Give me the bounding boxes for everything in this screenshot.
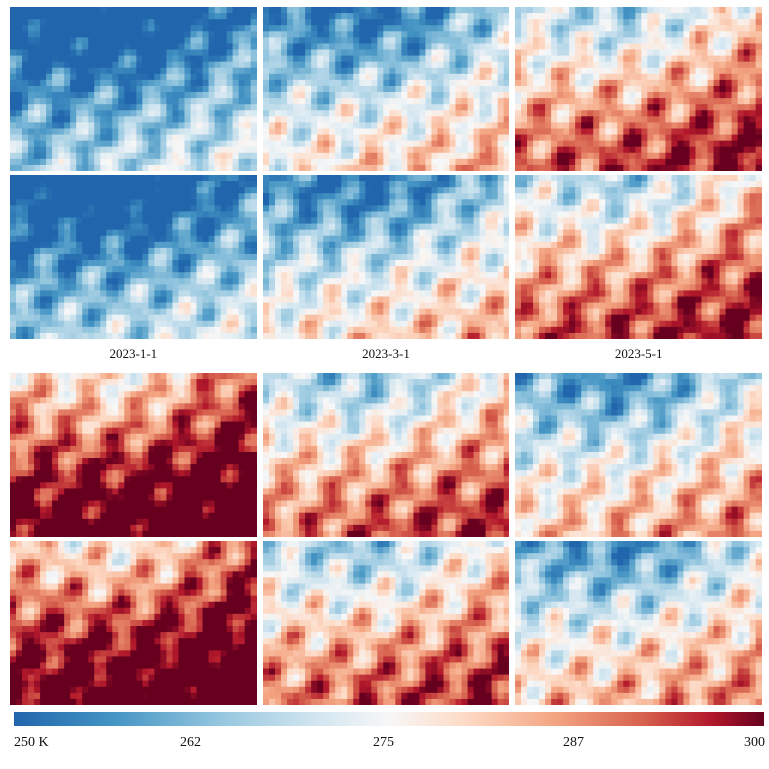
colorbar (14, 712, 764, 726)
heatmap-texture (10, 175, 257, 339)
heatmap-texture (10, 373, 257, 537)
colorbar-tick: 262 (180, 735, 201, 750)
colorbar-min-label: 250 K (14, 735, 49, 750)
heatmap-texture (262, 7, 510, 171)
date-caption: 2023-5-1 (614, 346, 663, 361)
heatmap-texture (515, 7, 763, 171)
heatmap-texture (10, 541, 257, 705)
heatmap-panel (515, 7, 763, 171)
heatmap-panel (262, 373, 510, 537)
heatmap-panel (10, 7, 257, 171)
panel-row-bottom (10, 175, 763, 339)
heatmap-texture (10, 7, 257, 171)
heatmap-texture (515, 175, 763, 339)
heatmap-panel (515, 373, 763, 537)
heatmap-panel (262, 541, 510, 705)
date-caption: 2023-1-1 (109, 346, 158, 361)
caption-row: 2023-1-1 2023-3-1 2023-5-1 (10, 343, 762, 365)
heatmap-panel (262, 7, 510, 171)
heatmap-texture (262, 373, 510, 537)
heatmap-panel (515, 175, 763, 339)
row-group-1: 2023-1-1 2023-3-1 2023-5-1 (10, 7, 763, 365)
heatmap-panel (515, 541, 763, 705)
heatmap-texture (515, 541, 763, 705)
colorbar-tick: 300 (744, 735, 765, 750)
panel-row-bottom (10, 541, 763, 705)
heatmap-panel (262, 175, 510, 339)
panel-grid: 2023-1-1 2023-3-1 2023-5-1 2023-7-1 2023… (10, 7, 763, 739)
colorbar-tick: 275 (373, 735, 394, 750)
heatmap-panel (10, 373, 257, 537)
panel-row-top (10, 373, 763, 537)
heatmap-panel (10, 175, 257, 339)
heatmap-texture (262, 175, 510, 339)
date-caption: 2023-3-1 (362, 346, 410, 361)
colorbar-tick: 287 (563, 735, 584, 750)
heatmap-texture (262, 541, 510, 705)
heatmap-panel (10, 541, 257, 705)
panel-row-top (10, 7, 763, 171)
row-group-2: 2023-7-1 2023-9-1 2023-11-1 (10, 373, 763, 731)
heatmap-texture (515, 373, 763, 537)
